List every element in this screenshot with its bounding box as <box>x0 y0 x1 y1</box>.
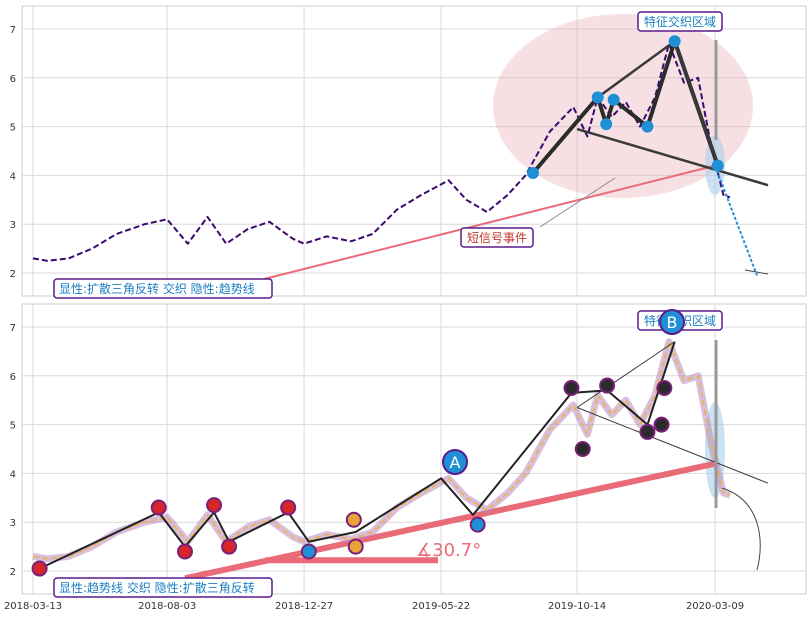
legend-text: 显性:扩散三角反转 交织 隐性:趋势线 <box>59 281 255 296</box>
x-tick-label: 2018-03-13 <box>4 601 62 612</box>
pattern-point <box>600 118 613 131</box>
lower-boundary <box>576 127 769 187</box>
event-marker <box>300 543 317 560</box>
y-tick-label: 4 <box>10 171 16 182</box>
x-tick-label: 2020-03-09 <box>686 601 744 612</box>
event-marker <box>469 516 486 533</box>
x-tick-label: 2019-05-22 <box>412 601 470 612</box>
y-tick-label: 3 <box>10 220 16 231</box>
event-marker <box>653 416 670 433</box>
y-tick-label: 2 <box>10 567 16 578</box>
x-axis: 2018-03-13 2018-08-03 2018-12-27 2019-05-22… <box>4 601 744 612</box>
y-tick-label: 5 <box>10 123 16 134</box>
y-tick-label: 2 <box>10 269 16 280</box>
pattern-point <box>591 91 604 104</box>
event-marker <box>563 380 580 396</box>
x-tick-label: 2018-08-03 <box>138 601 196 612</box>
upper-boundary <box>597 40 676 99</box>
event-marker <box>347 538 364 555</box>
event-marker <box>31 560 48 577</box>
upper-boundary <box>576 341 675 408</box>
x-tick-label: 2019-10-14 <box>548 601 606 612</box>
event-marker <box>599 377 616 394</box>
label-b: B <box>667 313 678 332</box>
event-marker <box>656 380 673 396</box>
annotation-box <box>460 227 534 248</box>
label-a: A <box>450 453 461 472</box>
label-b-marker <box>659 309 685 335</box>
annotation-text: 特征交织区域 <box>644 14 716 29</box>
y-tick-label: 5 <box>10 421 16 432</box>
legend-box <box>53 278 273 299</box>
label-a-marker <box>442 449 468 475</box>
annotation-arrow <box>539 177 616 228</box>
plot-area <box>21 303 807 595</box>
y-tick-label: 6 <box>10 372 16 383</box>
y-tick-label: 3 <box>10 518 16 529</box>
x-tick-label: 2018-12-27 <box>275 601 333 612</box>
pattern-point <box>668 35 681 48</box>
event-marker <box>221 538 238 555</box>
end-marker <box>744 269 769 275</box>
pattern-point <box>641 120 654 133</box>
annotation-text: 短信号事件 <box>467 231 527 245</box>
plot-area <box>21 5 807 297</box>
trend-line <box>194 164 716 298</box>
y-tick-label: 4 <box>10 469 16 480</box>
event-marker <box>206 497 223 514</box>
event-marker <box>280 499 297 516</box>
y-tick-label: 6 <box>10 74 16 85</box>
pattern-point <box>527 166 540 179</box>
event-marker <box>345 511 362 528</box>
legend-text: 显性:趋势线 交织 隐性:扩散三角反转 <box>59 580 255 595</box>
event-marker <box>176 543 193 560</box>
event-marker <box>150 499 167 516</box>
pattern-point <box>607 93 620 106</box>
upper-boundary <box>673 40 719 167</box>
forecast-curve <box>721 487 761 571</box>
event-marker <box>639 423 656 440</box>
angle-label: ∡30.7° <box>416 540 481 561</box>
legend-box <box>53 577 273 598</box>
event-marker <box>574 441 591 457</box>
pattern-point <box>711 159 724 172</box>
annotation-box <box>637 11 723 32</box>
lower-boundary <box>576 407 769 484</box>
y-tick-label: 7 <box>10 323 16 334</box>
y-tick-label: 7 <box>10 25 16 36</box>
price-line <box>32 340 731 560</box>
forecast-line <box>714 165 758 276</box>
price-line <box>32 42 731 262</box>
